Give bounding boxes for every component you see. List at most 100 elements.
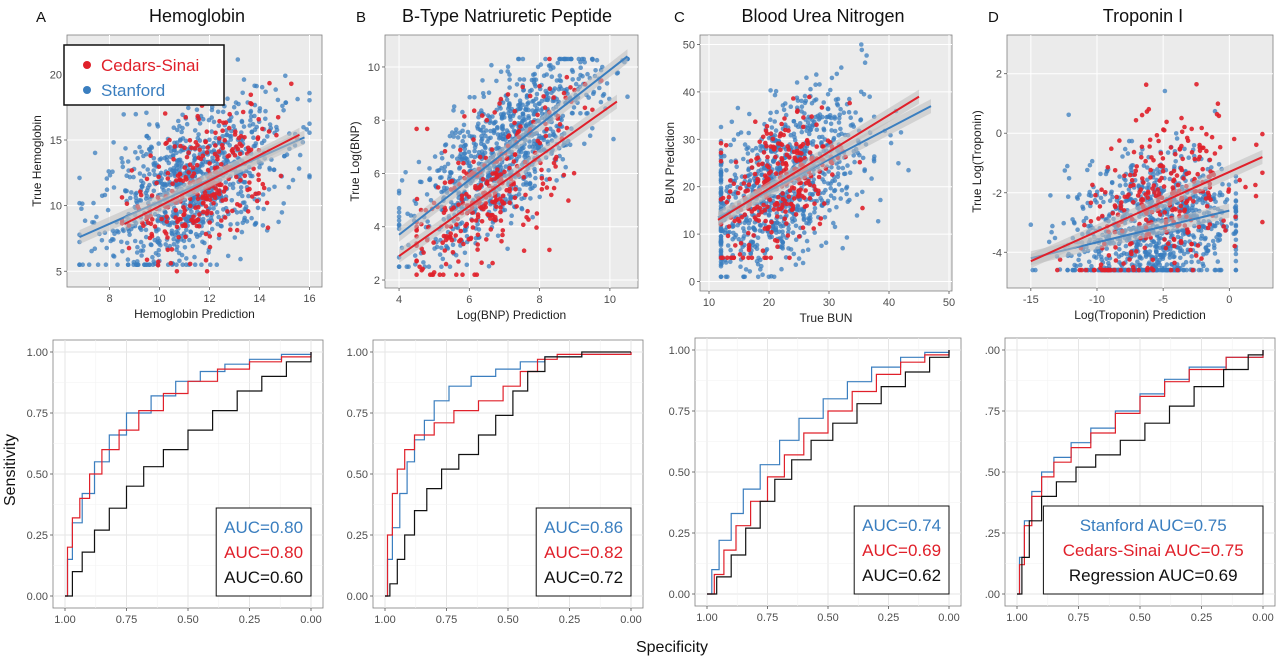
stanford-point	[514, 82, 520, 87]
stanford-point	[767, 235, 773, 240]
stanford-point	[1106, 260, 1111, 266]
cedars-point	[1158, 151, 1164, 156]
x-tick-label: 12	[203, 293, 215, 305]
stanford-point	[485, 139, 490, 144]
stanford-point	[1070, 217, 1075, 222]
stanford-point	[238, 209, 244, 215]
cedars-point	[187, 261, 193, 267]
cedars-point	[176, 217, 181, 223]
stanford-point	[1181, 251, 1187, 257]
stanford-point	[1065, 163, 1070, 169]
cedars-point	[232, 153, 238, 158]
cedars-point	[1157, 212, 1163, 217]
stanford-point	[231, 104, 237, 110]
stanford-point	[259, 140, 265, 146]
stanford-point	[837, 115, 842, 121]
cedars-point	[500, 228, 506, 233]
cedars-point	[752, 171, 758, 177]
cedars-point	[424, 126, 430, 132]
stanford-point	[516, 106, 521, 112]
cedars-point	[488, 212, 494, 218]
cedars-point	[1150, 257, 1156, 263]
cedars-point	[769, 230, 774, 235]
stanford-point	[257, 106, 263, 111]
cedars-point	[523, 192, 528, 198]
stanford-point	[565, 91, 570, 96]
stanford-point	[836, 120, 842, 125]
stanford-point	[832, 128, 838, 134]
stanford-point	[1140, 267, 1146, 273]
cedars-point	[753, 119, 758, 124]
cedars-point	[500, 232, 505, 238]
cedars-point	[780, 202, 785, 207]
y-tick-label: -2	[992, 188, 1002, 200]
cedars-point	[1144, 109, 1150, 114]
panel-letter: C	[674, 9, 685, 26]
stanford-point	[1173, 131, 1179, 136]
stanford-point	[543, 56, 548, 62]
cedars-point	[822, 201, 827, 206]
stanford-point	[811, 177, 816, 182]
stanford-point	[533, 175, 538, 181]
cedars-point	[1174, 173, 1180, 178]
stanford-point	[184, 262, 189, 268]
cedars-point	[1191, 199, 1196, 204]
stanford-point	[138, 248, 144, 254]
stanford-point	[232, 235, 238, 240]
cedars-point	[169, 247, 175, 252]
stanford-point	[582, 141, 587, 147]
cedars-point	[860, 205, 865, 211]
cedars-point	[1148, 167, 1153, 173]
y-tick-label: 50	[683, 39, 695, 51]
cedars-point	[726, 224, 732, 229]
cedars-point	[1134, 249, 1139, 254]
stanford-point	[282, 153, 287, 159]
cedars-point	[462, 114, 467, 119]
cedars-point	[760, 248, 766, 253]
stanford-point	[239, 130, 244, 135]
stanford-point	[1048, 193, 1053, 198]
stanford-point	[560, 157, 566, 162]
cedars-point	[1143, 158, 1148, 164]
stanford-point	[800, 260, 806, 266]
stanford-point	[804, 75, 809, 80]
stanford-point	[844, 191, 849, 197]
cedars-point	[475, 212, 481, 217]
cedars-point	[217, 136, 222, 141]
stanford-point	[481, 142, 487, 148]
stanford-point	[127, 174, 133, 180]
cedars-point	[1223, 228, 1228, 233]
stanford-point	[768, 88, 773, 93]
stanford-point	[151, 163, 157, 168]
stanford-point	[89, 248, 94, 254]
stanford-point	[211, 206, 216, 211]
cedars-point	[768, 255, 774, 261]
stanford-point	[799, 104, 805, 109]
stanford-point	[507, 72, 512, 77]
stanford-point	[111, 140, 116, 145]
stanford-point	[1201, 224, 1207, 229]
stanford-point	[515, 56, 521, 62]
cedars-point	[793, 212, 799, 217]
stanford-point	[139, 149, 144, 155]
cedars-point	[1114, 194, 1119, 200]
cedars-point	[196, 204, 201, 210]
stanford-point	[129, 190, 134, 195]
stanford-point	[1165, 150, 1171, 155]
cedars-point	[459, 196, 465, 202]
cedars-point	[561, 172, 567, 178]
stanford-point	[758, 257, 763, 263]
cedars-point	[537, 83, 542, 89]
stanford-point	[125, 262, 131, 268]
stanford-point	[1070, 267, 1075, 273]
cedars-point	[1122, 173, 1127, 179]
cedars-point	[806, 178, 811, 184]
stanford-point	[257, 164, 262, 170]
cedars-point	[807, 94, 812, 100]
cedars-point	[119, 195, 125, 200]
cedars-point	[770, 136, 776, 142]
stanford-point	[460, 138, 466, 144]
stanford-point	[102, 192, 108, 198]
stanford-point	[520, 111, 526, 116]
